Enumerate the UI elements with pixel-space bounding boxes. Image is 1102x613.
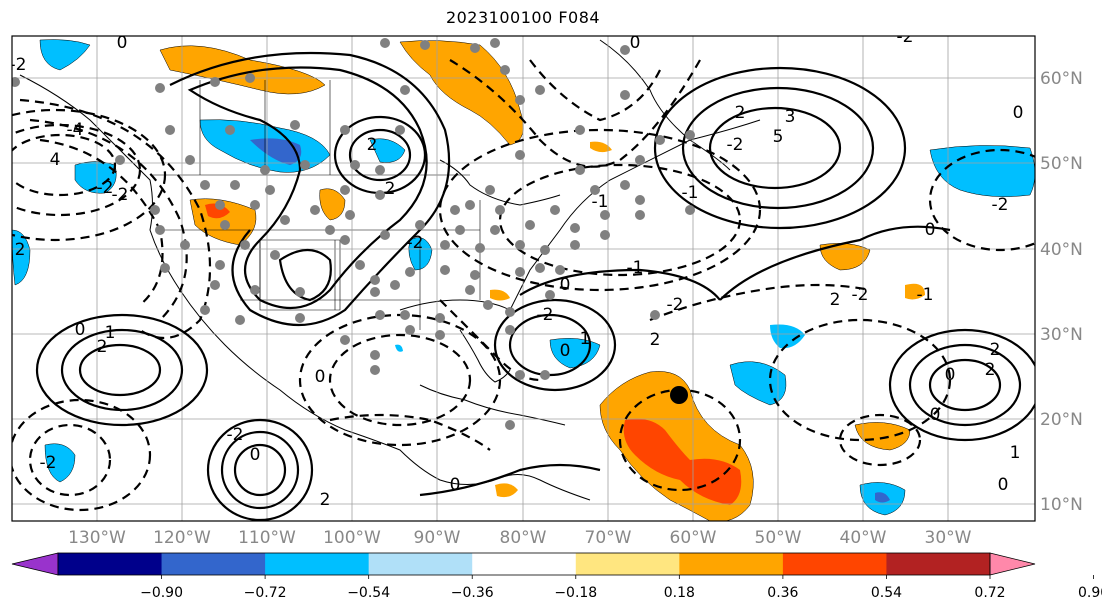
contour-label: 0 — [250, 445, 261, 465]
contour-label: -2 — [992, 195, 1009, 215]
contour-label: -2 — [407, 233, 424, 253]
longitude-tick-label: 30°W — [925, 528, 972, 548]
contour-label: -1 — [917, 285, 934, 305]
colorbar-tick-label: −0.90 — [140, 585, 183, 601]
latitude-axis: 60°N 50°N 40°N 30°N 20°N 10°N — [1040, 69, 1083, 515]
map-title: 2023100100 F084 — [445, 8, 601, 27]
contour-label: 0 — [930, 405, 941, 425]
station-markers — [12, 38, 695, 430]
contour-label: 2 — [320, 490, 331, 510]
colorbar-segment — [58, 553, 163, 575]
storm-center-marker — [670, 386, 688, 404]
longitude-axis: 130°W 120°W 110°W 100°W 90°W 80°W 70°W 60°W 50°W… — [68, 528, 972, 548]
colorbar-frame — [57, 552, 991, 576]
contour-label: 2 — [367, 135, 378, 155]
latitude-tick-label: 20°N — [1040, 410, 1083, 430]
colorbar-segment — [782, 553, 887, 575]
longitude-tick-label: 80°W — [500, 528, 547, 548]
contour-label: -2 — [852, 285, 869, 305]
contour-label: 0 — [560, 275, 571, 295]
latitude-tick-label: 50°N — [1040, 154, 1083, 174]
contour-label: -1 — [627, 258, 644, 278]
contour-label: -2 — [727, 135, 744, 155]
contour-label: 2 — [990, 340, 1001, 360]
contour-label: 2 — [985, 360, 996, 380]
contours — [12, 51, 1035, 521]
longitude-tick-label: 100°W — [323, 528, 381, 548]
contour-label: 0 — [925, 220, 936, 240]
colorbar-tick-label: 0.36 — [767, 585, 798, 601]
colorbar-segment — [679, 553, 784, 575]
contour-label: 0 — [560, 341, 571, 361]
latitude-tick-label: 60°N — [1040, 69, 1083, 89]
contour-label: 0 — [75, 320, 86, 340]
colorbar-max-extension — [989, 552, 1036, 576]
contour-label: 2 — [15, 240, 26, 260]
colorbar-segment — [886, 553, 991, 575]
contour-label: 1 — [580, 329, 591, 349]
contour-label: 2 — [97, 337, 108, 357]
colorbar-min-extension — [11, 552, 59, 576]
longitude-tick-label: 60°W — [670, 528, 717, 548]
colorbar-tick-label: 0.18 — [664, 585, 695, 601]
longitude-tick-label: 130°W — [68, 528, 126, 548]
contour-label: -1 — [682, 183, 699, 203]
colorbar-tick-label: 0.72 — [974, 585, 1005, 601]
colorbar: −0.90 −0.72 −0.54 −0.36 −0.18 0.18 0.36 0.54 0.7… — [11, 552, 1102, 601]
colorbar-tick-label: 0.90 — [1078, 585, 1102, 601]
contour-label: 0 — [630, 33, 641, 53]
colorbar-tick-label: −0.54 — [347, 585, 390, 601]
contour-label: -2 — [10, 55, 27, 75]
contour-label: 0 — [1013, 103, 1024, 123]
contour-label: -2 — [112, 185, 129, 205]
contour-label: -2 — [40, 453, 57, 473]
map-frame — [11, 35, 1036, 522]
contour-label: -2 — [667, 295, 684, 315]
colorbar-tick-label: −0.72 — [244, 585, 287, 601]
colorbar-tick-label: −0.18 — [554, 585, 597, 601]
colorbar-tick-label: −0.36 — [451, 585, 494, 601]
contour-label: -4 — [67, 120, 84, 140]
contour-label: -2 — [227, 425, 244, 445]
colorbar-segment — [575, 553, 680, 575]
longitude-tick-label: 50°W — [755, 528, 802, 548]
contour-label: 2 — [735, 103, 746, 123]
contour-label: 2 — [385, 179, 396, 199]
colorbar-segment — [472, 553, 577, 575]
contour-label: -2 — [897, 27, 914, 47]
contour-label: 1 — [1010, 443, 1021, 463]
latitude-tick-label: 40°N — [1040, 240, 1083, 260]
colorbar-segment — [368, 553, 473, 575]
contour-label: 2 — [650, 330, 661, 350]
contour-label: 1 — [105, 323, 116, 343]
contour-label: 0 — [450, 475, 461, 495]
contour-label: -2 — [422, 20, 439, 40]
colorbar-segment — [265, 553, 370, 575]
colorbar-tick-label: 0.54 — [871, 585, 902, 601]
contour-label: -1 — [592, 192, 609, 212]
contour-label: -2 — [537, 305, 554, 325]
latitude-tick-label: 30°N — [1040, 325, 1083, 345]
latitude-tick-label: 10°N — [1040, 495, 1083, 515]
contour-label: 5 — [773, 127, 784, 147]
contour-label: -2 — [97, 178, 114, 198]
longitude-tick-label: 70°W — [585, 528, 632, 548]
longitude-tick-label: 110°W — [238, 528, 296, 548]
contour-label: 0 — [998, 475, 1009, 495]
contour-label: 0 — [117, 33, 128, 53]
contour-label: 2 — [830, 290, 841, 310]
colorbar-segment — [161, 553, 266, 575]
contour-label: 3 — [785, 107, 796, 127]
contour-labels: 02-24-42 350-20-22-202-202-20-2-102 -101-2… — [10, 20, 1024, 510]
longitude-tick-label: 90°W — [414, 528, 461, 548]
contour-label: 4 — [50, 150, 61, 170]
longitude-tick-label: 40°W — [840, 528, 887, 548]
contour-label: 0 — [315, 367, 326, 387]
political-borders — [150, 80, 481, 330]
longitude-tick-label: 120°W — [153, 528, 211, 548]
contour-label: 0 — [945, 365, 956, 385]
